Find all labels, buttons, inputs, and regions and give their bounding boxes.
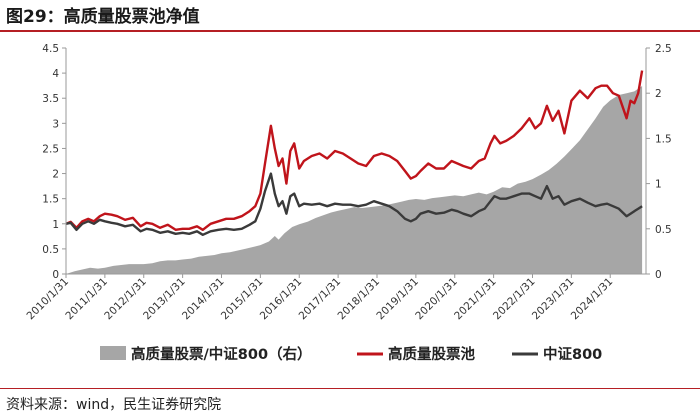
source-divider bbox=[0, 388, 700, 389]
y-tick-label: 0.5 bbox=[42, 244, 59, 256]
y-tick-label: 3.5 bbox=[42, 93, 59, 105]
y-tick-label: 2.5 bbox=[42, 143, 59, 155]
y2-tick-label: 0 bbox=[655, 269, 662, 281]
y-tick-label: 1.5 bbox=[42, 194, 59, 206]
title-divider bbox=[0, 30, 700, 32]
y-tick-label: 4.5 bbox=[42, 43, 59, 55]
y2-tick-label: 1.5 bbox=[655, 133, 672, 145]
legend: 高质量股票/中证800（右） 高质量股票池 中证800 bbox=[100, 345, 602, 363]
y-tick-label: 1 bbox=[52, 219, 59, 231]
y2-tick-label: 0.5 bbox=[655, 224, 672, 236]
source-note: 资料来源：wind，民生证券研究院 bbox=[6, 397, 222, 413]
figure-title: 图29：高质量股票池净值 bbox=[6, 7, 200, 27]
y2-tick-label: 1 bbox=[655, 179, 662, 191]
legend-label-ratio: 高质量股票/中证800（右） bbox=[131, 345, 312, 363]
y-tick-label: 3 bbox=[52, 118, 59, 130]
y2-tick-label: 2.5 bbox=[655, 43, 672, 55]
csi800-line bbox=[65, 172, 643, 236]
legend-label-pool: 高质量股票池 bbox=[388, 345, 475, 363]
legend-label-csi800: 中证800 bbox=[543, 345, 602, 363]
y-tick-label: 4 bbox=[52, 68, 59, 80]
legend-swatch-ratio bbox=[100, 346, 126, 360]
y-tick-label: 2 bbox=[52, 169, 59, 181]
net-value-chart: 00.511.522.533.544.500.511.522.52010/1/3… bbox=[25, 43, 672, 363]
pool-nav-line bbox=[65, 70, 644, 231]
line-layer bbox=[65, 70, 644, 236]
y-tick-label: 0 bbox=[52, 269, 59, 281]
x-tick-label: 2024/1/31 bbox=[569, 276, 616, 323]
ratio-area-layer bbox=[66, 86, 643, 274]
ratio-area-series bbox=[66, 86, 643, 274]
y2-tick-label: 2 bbox=[655, 88, 662, 100]
